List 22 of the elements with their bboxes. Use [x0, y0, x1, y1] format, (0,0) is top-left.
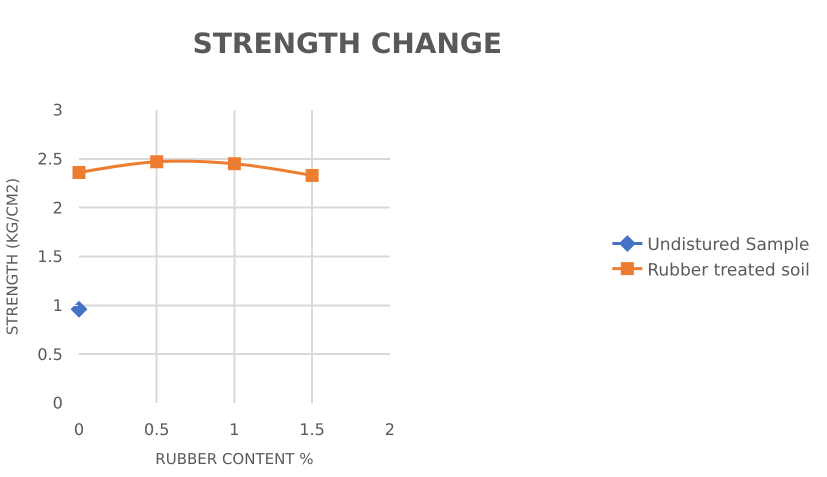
- y-tick-label: 1: [52, 296, 63, 315]
- x-tick-label: 1: [229, 420, 240, 440]
- point: [72, 166, 86, 180]
- x-tick-label: 0.5: [144, 420, 170, 440]
- y-axis-title: STRENGTH (KG/CM2): [4, 178, 22, 336]
- legend-label: Rubber treated soil: [647, 260, 810, 280]
- x-tick-label: 1.5: [299, 420, 325, 440]
- point: [70, 300, 88, 318]
- x-tick-label: 0: [74, 420, 84, 440]
- y-tick-label: 1.5: [37, 247, 63, 266]
- x-axis-title: RUBBER CONTENT %: [155, 450, 314, 468]
- y-tick-label: 0: [52, 394, 63, 413]
- point: [228, 157, 241, 170]
- y-tick-label: 2.5: [37, 149, 63, 168]
- legend-label: Undistured Sample: [647, 235, 810, 256]
- point: [306, 168, 319, 182]
- y-tick-label: 0.5: [37, 344, 63, 364]
- chart-title: STRENGTH CHANGE: [192, 26, 502, 60]
- y-tick-label: 3: [52, 100, 63, 120]
- x-tick-label: 2: [384, 420, 395, 440]
- y-tick-label: 2: [52, 198, 63, 218]
- point: [150, 155, 164, 168]
